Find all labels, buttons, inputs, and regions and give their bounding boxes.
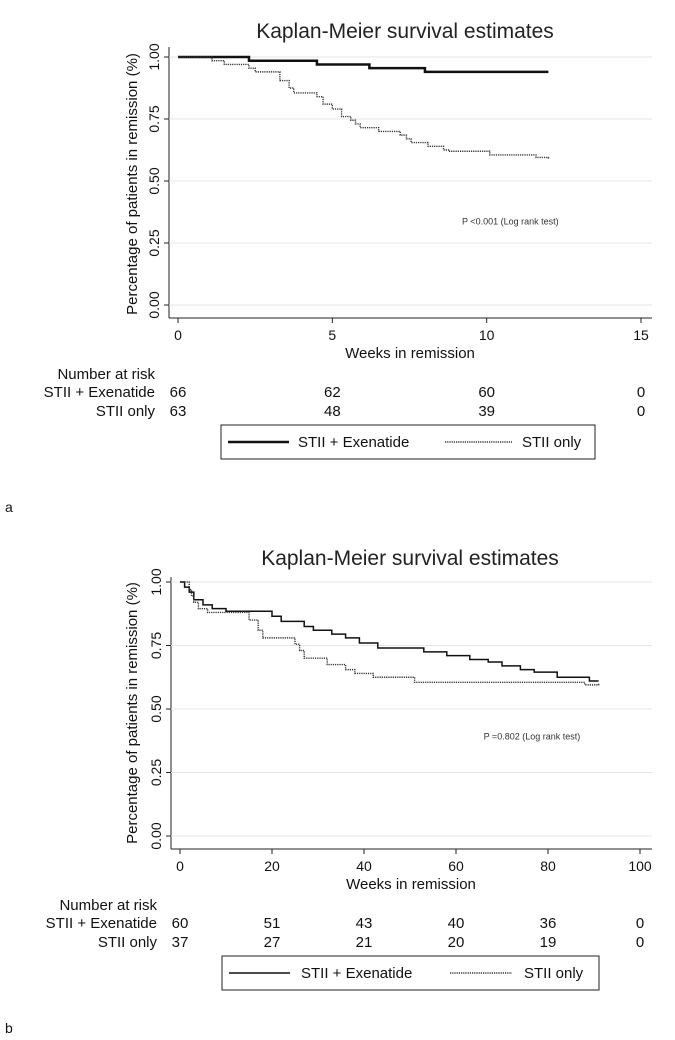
- y-tick-label: 0.25: [148, 759, 164, 786]
- risk-row-label-b-1: STII + Exenatide: [46, 915, 157, 932]
- legend-label-b-1: STII + Exenatide: [301, 965, 412, 982]
- survival-curves-a: [178, 55, 550, 159]
- y-tick-label: 0.75: [146, 105, 162, 132]
- risk-value: 66: [170, 384, 187, 401]
- gridlines-b: [171, 581, 652, 837]
- x-tick-label: 15: [633, 327, 649, 343]
- y-axis-label-b: Percentage of patients in remission (%): [124, 582, 141, 844]
- chart-title-b: Kaplan-Meier survival estimates: [261, 547, 559, 570]
- series-line-stii-only: [178, 56, 550, 159]
- risk-value: 39: [478, 403, 495, 420]
- gridlines-a: [169, 56, 652, 306]
- x-tick-label: 5: [328, 327, 336, 343]
- risk-value: 51: [264, 915, 281, 932]
- series-line-stii-exenatide: [180, 581, 599, 682]
- risk-row-label-a-1: STII + Exenatide: [44, 384, 155, 401]
- x-tick-label: 0: [176, 858, 184, 874]
- risk-value: 20: [448, 934, 465, 951]
- risk-value: 19: [540, 934, 557, 951]
- x-axis-label-a: Weeks in remission: [345, 345, 475, 362]
- series-line-stii-exenatide: [178, 55, 549, 74]
- risk-value: 27: [264, 934, 281, 951]
- risk-value: 0: [637, 403, 645, 420]
- x-tick-label: 40: [356, 858, 372, 874]
- risk-value: 37: [172, 934, 189, 951]
- x-tick-label: 10: [479, 327, 495, 343]
- risk-value: 62: [324, 384, 341, 401]
- panel-label-b: b: [5, 1020, 13, 1036]
- survival-curves-b: [180, 581, 600, 686]
- y-tick-label: 0.25: [146, 229, 162, 256]
- risk-value: 43: [356, 915, 373, 932]
- risk-value: 60: [478, 384, 495, 401]
- x-tick-label: 0: [174, 327, 182, 343]
- x-tick-label: 80: [540, 858, 556, 874]
- y-tick-label: 0.75: [148, 632, 164, 659]
- risk-value: 21: [356, 934, 373, 951]
- y-tick-label: 0.00: [146, 291, 162, 318]
- risk-value: 40: [448, 915, 465, 932]
- y-tick-label: 1.00: [148, 568, 164, 595]
- chart-title-a: Kaplan-Meier survival estimates: [256, 20, 554, 43]
- series-line-stii-only: [180, 581, 600, 686]
- y-axis-label-a: Percentage of patients in remission (%): [124, 53, 141, 315]
- x-tick-label: 100: [628, 858, 652, 874]
- risk-row-label-a-2: STII only: [96, 403, 156, 420]
- x-tick-label: 60: [448, 858, 464, 874]
- x-axis-label-b: Weeks in remission: [346, 876, 476, 893]
- risk-value: 0: [637, 384, 645, 401]
- y-tick-label: 0.50: [146, 167, 162, 194]
- legend-label-a-2: STII only: [522, 434, 582, 451]
- x-ticks-a: 0 5 10 15: [174, 318, 649, 343]
- chart-panel-b: Kaplan-Meier survival estimates 0.00 0.25…: [5, 547, 652, 1036]
- y-tick-label: 1.00: [146, 43, 162, 70]
- logrank-annotation-a: P <0.001 (Log rank test): [462, 216, 559, 226]
- risk-value: 36: [540, 915, 557, 932]
- x-ticks-b: 0 20 40 60 80 100: [176, 849, 652, 874]
- risk-value: 60: [172, 915, 189, 932]
- chart-panel-a: Kaplan-Meier survival estimates 0.00 0.25…: [5, 20, 652, 515]
- y-ticks-b: 0.00 0.25 0.50 0.75 1.00: [148, 568, 171, 850]
- y-ticks-a: 0.00 0.25 0.50 0.75 1.00: [146, 43, 169, 319]
- logrank-annotation-b: P =0.802 (Log rank test): [484, 731, 581, 741]
- risk-header-a: Number at risk: [57, 366, 155, 383]
- risk-row-label-b-2: STII only: [98, 934, 158, 951]
- y-tick-label: 0.00: [148, 822, 164, 849]
- risk-value: 0: [636, 934, 644, 951]
- risk-value: 63: [170, 403, 187, 420]
- y-tick-label: 0.50: [148, 695, 164, 722]
- panel-label-a: a: [5, 499, 13, 515]
- risk-value: 0: [636, 915, 644, 932]
- x-tick-label: 20: [264, 858, 280, 874]
- risk-values-a: 66 62 60 0 63 48 39 0: [170, 384, 646, 420]
- legend-label-b-2: STII only: [524, 965, 584, 982]
- risk-values-b: 60 51 43 40 36 0 37 27 21 20 19 0: [172, 915, 645, 951]
- legend-label-a-1: STII + Exenatide: [298, 434, 409, 451]
- risk-value: 48: [324, 403, 341, 420]
- risk-header-b: Number at risk: [59, 897, 157, 914]
